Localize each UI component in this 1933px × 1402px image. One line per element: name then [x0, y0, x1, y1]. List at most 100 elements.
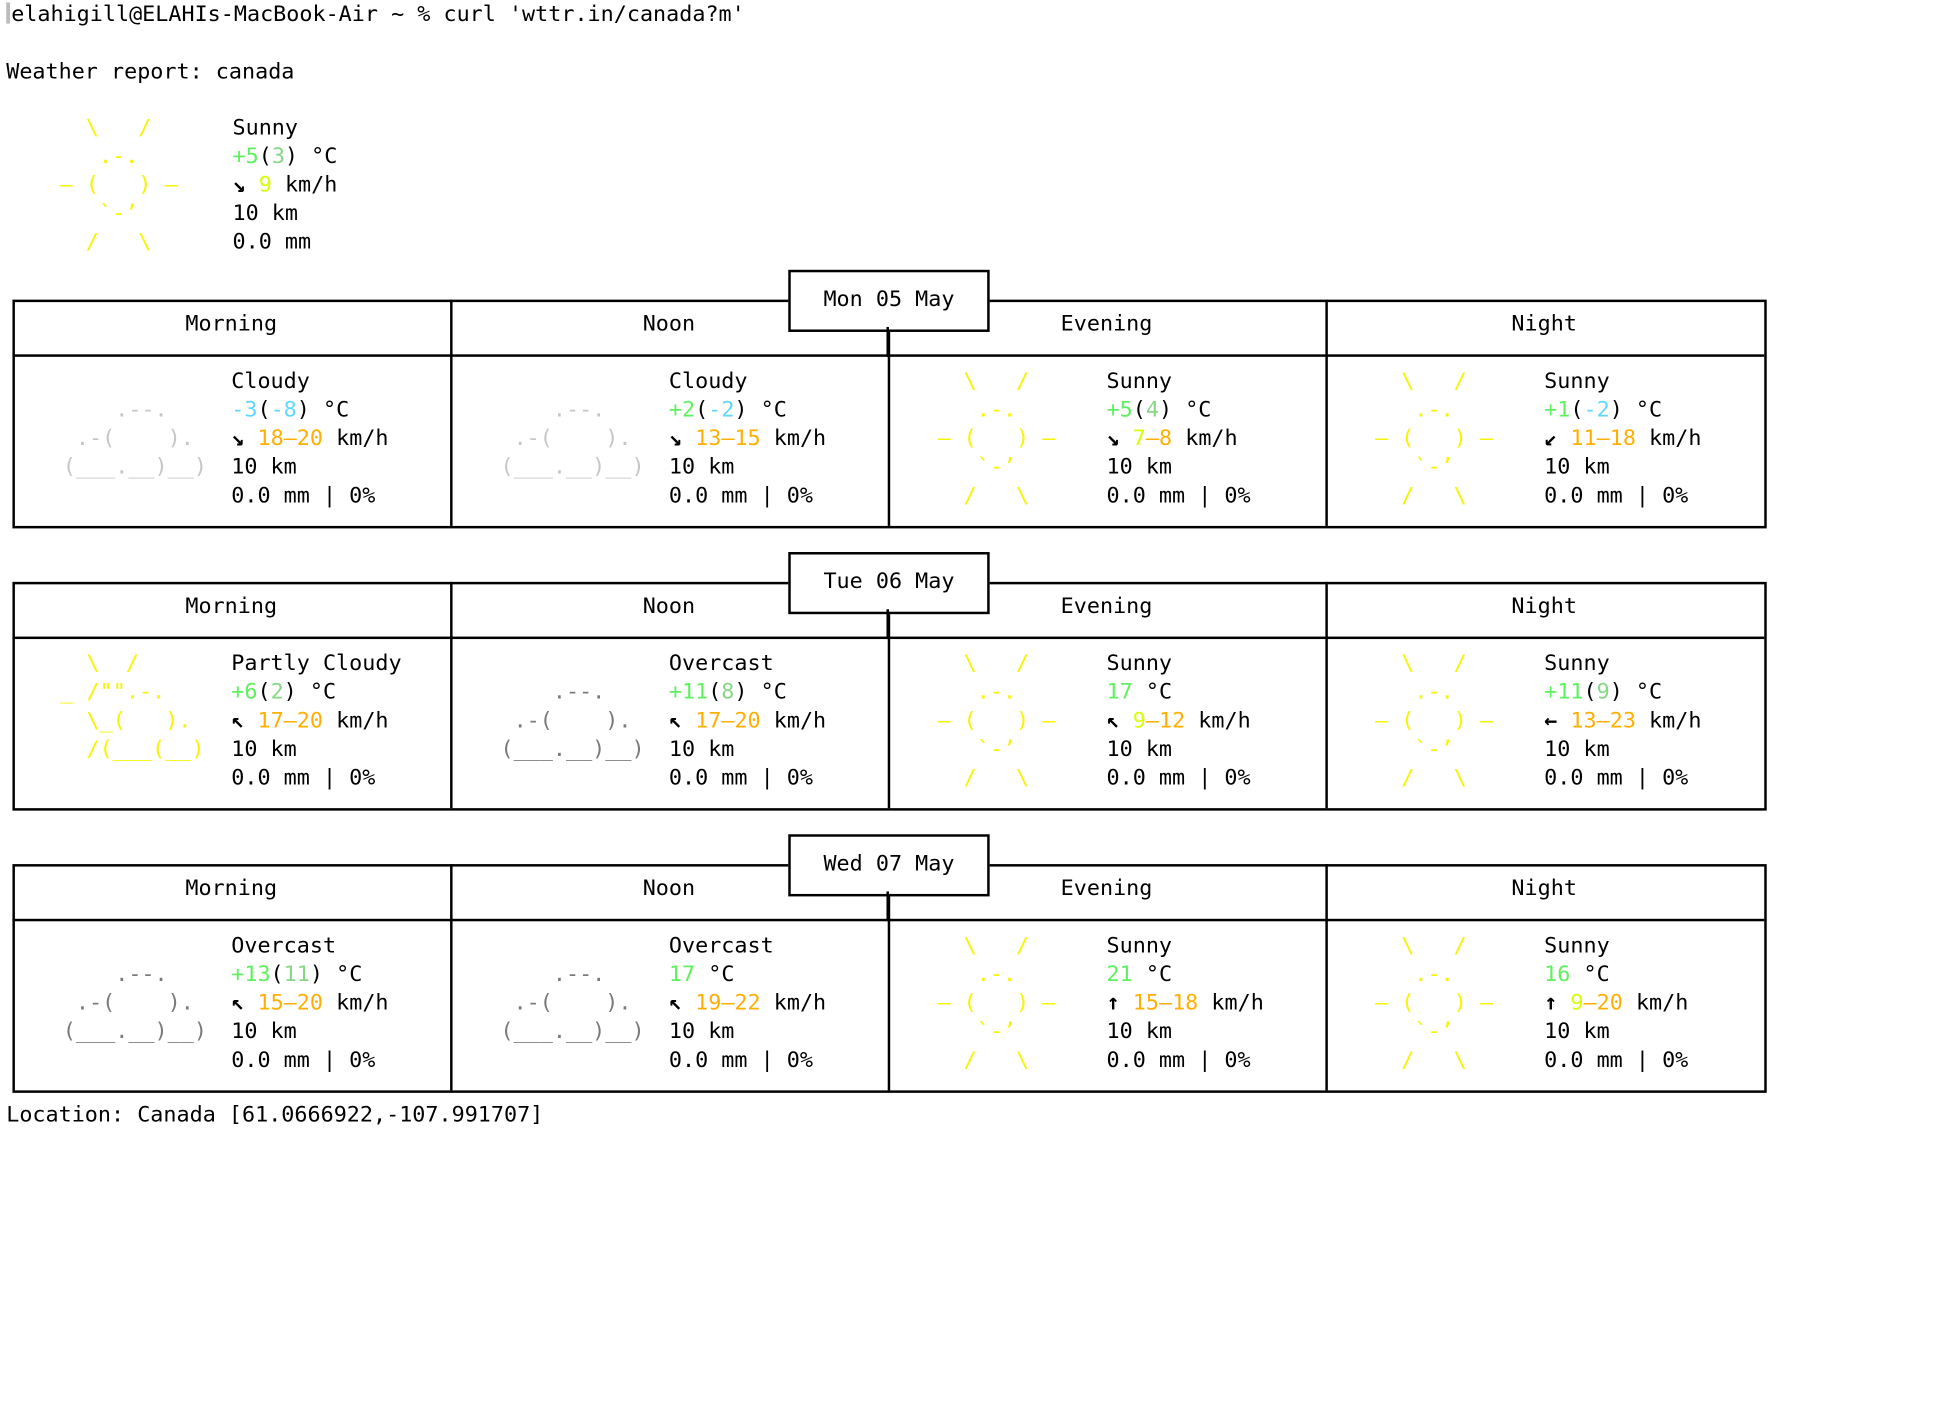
- precipitation: 0.0 mm | 0%: [1544, 1048, 1689, 1073]
- column-separator: [887, 581, 891, 809]
- wind-direction-icon: ↘: [1106, 426, 1120, 452]
- temp-unit: °C: [760, 397, 787, 423]
- column-separator: [450, 581, 453, 809]
- period-header-night: Night: [1511, 312, 1577, 337]
- temp-unit: °C: [708, 962, 735, 988]
- wind-low: 15: [1132, 990, 1159, 1016]
- wind-unit: km/h: [1211, 990, 1264, 1016]
- wind-direction-icon: ↘: [668, 426, 683, 452]
- condition: Sunny: [1106, 651, 1173, 677]
- precipitation: 0.0 mm | 0%: [1106, 1048, 1251, 1073]
- temperature: +11: [668, 680, 709, 705]
- condition: Partly Cloudy: [231, 651, 402, 677]
- wind-high: 22: [734, 990, 761, 1016]
- forecast-day: Mon 05 May Morning Noon Evening Night .--. .…: [12, 269, 1767, 529]
- wind-unit: km/h: [1649, 426, 1702, 452]
- column-separator: [450, 299, 453, 526]
- overcast-icon: .--. .-( ). (___.__)__): [500, 962, 645, 1045]
- temperature: +11: [1544, 680, 1584, 705]
- feels-like: -8: [270, 397, 297, 423]
- command-prompt[interactable]: elahigill@ELAHIs-MacBook-Air ~ % curl 'w…: [6, 1, 745, 30]
- forecast-cell: Sunny +1(-2) °C ↙ 11–18 km/h 10 km 0.0 m…: [1544, 369, 1702, 509]
- wind-direction-icon: ↖: [231, 990, 245, 1016]
- current-precip: 0.0 mm: [232, 230, 312, 255]
- column-separator: [1325, 581, 1328, 809]
- wind-unit: km/h: [773, 426, 827, 452]
- precipitation: 0.0 mm | 0%: [668, 1048, 814, 1073]
- wind-direction-icon: ↘: [231, 426, 245, 452]
- wind-high: 18: [1172, 990, 1199, 1016]
- temp-unit: °C: [1185, 397, 1212, 423]
- cloud-icon: .--. .-( ). (___.__)__): [500, 397, 645, 480]
- current-condition: Sunny: [232, 115, 299, 141]
- wind-dash: –: [1145, 708, 1159, 734]
- wind-unit: km/h: [1185, 426, 1238, 452]
- wind-low: 13: [695, 426, 722, 452]
- temp-unit: °C: [1635, 680, 1663, 705]
- forecast-cell: Sunny 17 °C ↖ 9–12 km/h 10 km 0.0 mm | 0…: [1107, 650, 1251, 793]
- date-separator: [886, 891, 889, 922]
- temperature: 17: [668, 962, 696, 988]
- precipitation: 0.0 mm | 0%: [668, 765, 814, 791]
- wind-low: 17: [695, 708, 722, 734]
- forecast-cell: Overcast +11(8) °C ↖ 17–20 km/h 10 km 0.…: [668, 651, 827, 791]
- sun-icon: \ / .-. ― ( ) ― `-’ / \: [1375, 651, 1493, 791]
- wind-low: 18: [257, 426, 284, 452]
- precipitation: 0.0 mm | 0%: [231, 483, 376, 509]
- visibility: 10 km: [1106, 1019, 1173, 1045]
- temp-unit: °C: [336, 962, 363, 988]
- forecast-cell: Cloudy -3(-8) °C ↘ 18–20 km/h 10 km 0.0 …: [231, 369, 389, 509]
- precipitation: 0.0 mm | 0%: [1106, 483, 1251, 509]
- wind-high: 18: [1609, 426, 1636, 452]
- wind-dash: –: [1145, 426, 1159, 452]
- precipitation: 0.0 mm | 0%: [231, 1048, 376, 1073]
- current-wind-unit: km/h: [284, 172, 338, 198]
- date-label: Tue 06 May: [823, 569, 955, 595]
- condition: Overcast: [668, 933, 774, 959]
- wind-high: 20: [296, 990, 324, 1016]
- wind-high: 23: [1609, 708, 1636, 734]
- visibility: 10 km: [668, 737, 735, 763]
- cursor-marker: [6, 2, 10, 24]
- condition: Cloudy: [668, 369, 748, 395]
- temp-unit: °C: [323, 397, 350, 423]
- period-header-noon: Noon: [642, 594, 696, 620]
- wind-direction-icon: ←: [1544, 708, 1558, 734]
- current-feels: 3: [271, 144, 285, 170]
- period-header-noon: Noon: [642, 876, 696, 902]
- feels-like: 9: [1596, 680, 1610, 705]
- current-wind: 9: [258, 172, 272, 198]
- overcast-icon: .--. .-( ). (___.__)__): [500, 680, 645, 763]
- wind-high: 20: [734, 708, 761, 734]
- wind-unit: km/h: [336, 708, 389, 734]
- wind-high: 8: [1158, 426, 1173, 452]
- precipitation: 0.0 mm | 0%: [231, 765, 376, 791]
- period-header-morning: Morning: [185, 594, 278, 620]
- forecast-day: Tue 06 May Morning Noon Evening Night \ / _ …: [12, 552, 1767, 811]
- current-visibility: 10 km: [232, 201, 299, 227]
- temperature: +1: [1544, 397, 1571, 423]
- visibility: 10 km: [1106, 737, 1173, 763]
- precipitation: 0.0 mm | 0%: [1106, 765, 1251, 791]
- condition: Sunny: [1544, 651, 1610, 677]
- partly-cloudy-icon: \ / _ /"".-. \_( ). /(___(__): [60, 651, 205, 763]
- wind-direction-icon: ↖: [231, 708, 245, 734]
- feels-like: 8: [721, 680, 735, 705]
- wind-high: 15: [734, 426, 761, 452]
- cloud-icon: .--. .-( ). (___.__)__): [62, 397, 207, 480]
- temperature: +6: [231, 680, 258, 705]
- feels-like: -2: [708, 397, 735, 423]
- date-label: Mon 05 May: [823, 287, 955, 313]
- temp-unit: °C: [1583, 962, 1610, 988]
- temperature: +13: [231, 962, 271, 988]
- sun-icon: \ / .-. ― ( ) ― `-’ / \: [1375, 369, 1493, 509]
- wind-direction-icon: ↖: [668, 990, 683, 1016]
- temp-unit: °C: [1635, 397, 1663, 423]
- period-header-morning: Morning: [185, 312, 278, 337]
- date-label-box: Tue 06 May: [788, 552, 990, 615]
- wind-unit: km/h: [336, 990, 389, 1016]
- wind-dash: –: [1596, 708, 1610, 734]
- wind-unit: km/h: [773, 708, 827, 734]
- wind-high: 20: [1596, 990, 1623, 1016]
